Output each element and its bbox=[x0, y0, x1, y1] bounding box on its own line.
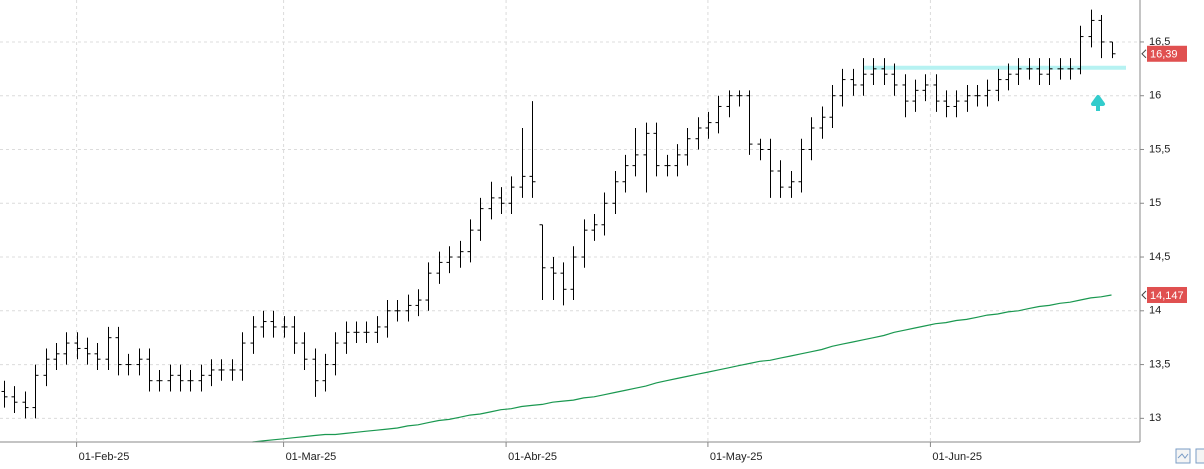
y-tick-label: 14,5 bbox=[1149, 251, 1170, 263]
signal-arrow bbox=[1091, 95, 1105, 111]
price-label: 16,39 bbox=[1150, 49, 1178, 61]
y-tick-label: 15 bbox=[1149, 197, 1161, 209]
price-label-box bbox=[1147, 286, 1187, 303]
y-tick-label: 16 bbox=[1149, 90, 1161, 102]
tool-button[interactable] bbox=[1195, 448, 1204, 464]
y-tick-label: 14 bbox=[1149, 305, 1161, 317]
tool-icon bbox=[1177, 453, 1189, 459]
x-tick-label: 01-Feb-25 bbox=[79, 451, 130, 463]
price-pointer bbox=[1141, 290, 1147, 300]
y-tick-label: 15,5 bbox=[1149, 143, 1170, 155]
x-tick-label: 01-Abr-25 bbox=[508, 451, 557, 463]
price-pointer bbox=[1141, 49, 1147, 59]
y-tick-label: 16,5 bbox=[1149, 36, 1170, 48]
y-tick-label: 13,5 bbox=[1149, 358, 1170, 370]
x-tick-label: 01-May-25 bbox=[710, 451, 763, 463]
grid bbox=[0, 0, 1140, 442]
x-tick-label: 01-Mar-25 bbox=[286, 451, 337, 463]
price-label: 14,147 bbox=[1150, 290, 1184, 302]
moving-average-line bbox=[252, 294, 1112, 443]
price-label-box bbox=[1147, 45, 1187, 62]
plot bbox=[1, 9, 1126, 443]
x-tick-label: 01-Jun-25 bbox=[932, 451, 982, 463]
y-tick-label: 13 bbox=[1149, 412, 1161, 424]
